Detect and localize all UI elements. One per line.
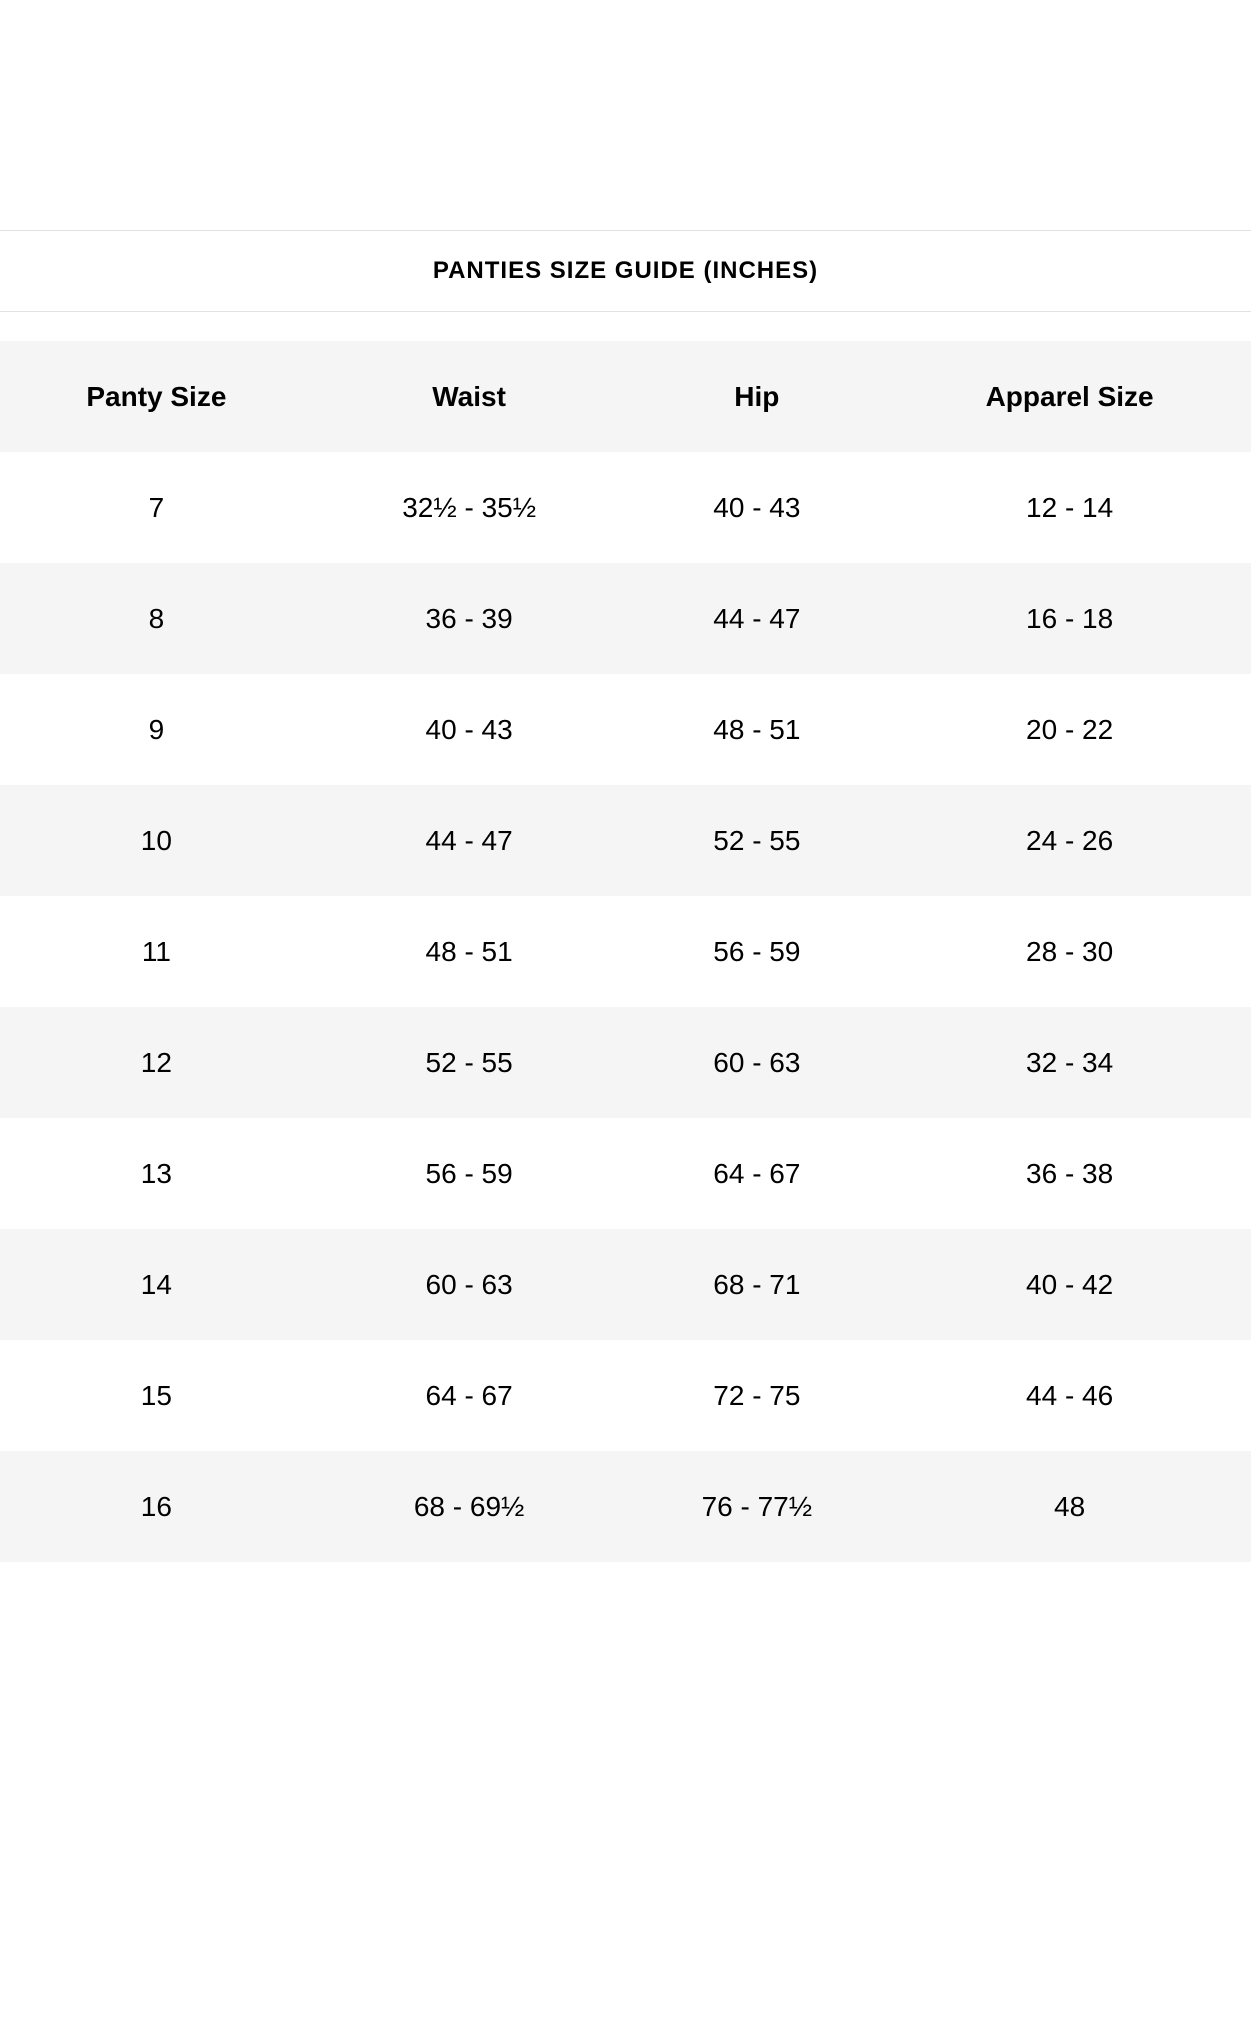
cell-panty-size: 8 bbox=[148, 602, 165, 634]
cell-panty-size: 10 bbox=[140, 824, 172, 856]
cell-waist: 40 - 43 bbox=[425, 713, 513, 745]
table-row: 8 36 - 39 44 - 47 16 - 18 bbox=[0, 563, 1251, 674]
column-header-panty-size: Panty Size bbox=[86, 380, 227, 412]
table-header-row: Panty Size Waist Hip Apparel Size bbox=[0, 341, 1251, 452]
cell-waist: 60 - 63 bbox=[425, 1268, 513, 1300]
cell-apparel-size: 24 - 26 bbox=[1026, 824, 1114, 856]
cell-panty-size: 14 bbox=[140, 1268, 172, 1300]
cell-waist: 56 - 59 bbox=[425, 1157, 513, 1189]
cell-apparel-size: 36 - 38 bbox=[1026, 1157, 1114, 1189]
cell-hip: 68 - 71 bbox=[713, 1268, 801, 1300]
table-row: 16 68 - 69½ 76 - 77½ 48 bbox=[0, 1451, 1251, 1562]
cell-apparel-size: 28 - 30 bbox=[1026, 935, 1114, 967]
column-header-hip: Hip bbox=[734, 380, 780, 412]
cell-waist: 52 - 55 bbox=[425, 1046, 513, 1078]
page-title: PANTIES SIZE GUIDE (INCHES) bbox=[432, 257, 819, 284]
cell-apparel-size: 40 - 42 bbox=[1026, 1268, 1114, 1300]
cell-apparel-size: 12 - 14 bbox=[1026, 491, 1114, 523]
cell-panty-size: 12 bbox=[140, 1046, 172, 1078]
cell-panty-size: 11 bbox=[141, 935, 171, 967]
cell-panty-size: 13 bbox=[140, 1157, 172, 1189]
cell-panty-size: 7 bbox=[148, 491, 165, 523]
cell-apparel-size: 20 - 22 bbox=[1026, 713, 1114, 745]
cell-waist: 68 - 69½ bbox=[413, 1490, 525, 1522]
size-guide-title-bar: PANTIES SIZE GUIDE (INCHES) bbox=[0, 230, 1251, 312]
cell-apparel-size: 48 bbox=[1054, 1490, 1086, 1522]
cell-hip: 64 - 67 bbox=[713, 1157, 801, 1189]
cell-hip: 76 - 77½ bbox=[701, 1490, 813, 1522]
cell-waist: 36 - 39 bbox=[425, 602, 513, 634]
cell-apparel-size: 16 - 18 bbox=[1026, 602, 1114, 634]
cell-apparel-size: 32 - 34 bbox=[1026, 1046, 1114, 1078]
column-header-waist: Waist bbox=[432, 380, 506, 412]
cell-hip: 60 - 63 bbox=[713, 1046, 801, 1078]
cell-hip: 40 - 43 bbox=[713, 491, 801, 523]
cell-hip: 48 - 51 bbox=[713, 713, 801, 745]
size-guide-table-container: Panty Size Waist Hip Apparel Size 7 32½ -… bbox=[0, 341, 1251, 1562]
table-row: 10 44 - 47 52 - 55 24 - 26 bbox=[0, 785, 1251, 896]
table-row: 15 64 - 67 72 - 75 44 - 46 bbox=[0, 1340, 1251, 1451]
column-header-apparel-size: Apparel Size bbox=[985, 380, 1154, 412]
table-row: 12 52 - 55 60 - 63 32 - 34 bbox=[0, 1007, 1251, 1118]
cell-hip: 72 - 75 bbox=[713, 1379, 801, 1411]
cell-hip: 52 - 55 bbox=[713, 824, 801, 856]
cell-panty-size: 9 bbox=[148, 713, 165, 745]
cell-waist: 32½ - 35½ bbox=[402, 491, 537, 523]
table-row: 13 56 - 59 64 - 67 36 - 38 bbox=[0, 1118, 1251, 1229]
cell-waist: 44 - 47 bbox=[425, 824, 513, 856]
table-row: 14 60 - 63 68 - 71 40 - 42 bbox=[0, 1229, 1251, 1340]
cell-hip: 56 - 59 bbox=[713, 935, 801, 967]
cell-waist: 48 - 51 bbox=[425, 935, 513, 967]
table-row: 7 32½ - 35½ 40 - 43 12 - 14 bbox=[0, 452, 1251, 563]
cell-waist: 64 - 67 bbox=[425, 1379, 513, 1411]
cell-hip: 44 - 47 bbox=[713, 602, 801, 634]
cell-panty-size: 16 bbox=[140, 1490, 172, 1522]
table-row: 9 40 - 43 48 - 51 20 - 22 bbox=[0, 674, 1251, 785]
cell-panty-size: 15 bbox=[140, 1379, 172, 1411]
cell-apparel-size: 44 - 46 bbox=[1026, 1379, 1114, 1411]
table-row: 11 48 - 51 56 - 59 28 - 30 bbox=[0, 896, 1251, 1007]
panties-size-guide-table: Panty Size Waist Hip Apparel Size 7 32½ -… bbox=[0, 341, 1251, 1562]
